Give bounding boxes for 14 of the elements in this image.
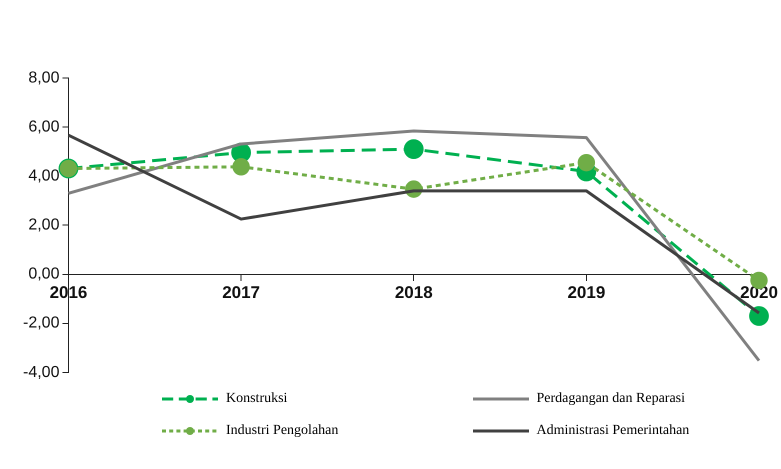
- x-tick-label: 2019: [567, 283, 606, 302]
- y-tick-label: 8,00: [28, 69, 60, 86]
- x-tick-label: 2017: [222, 283, 260, 302]
- y-tick-label: -2,00: [23, 314, 60, 332]
- y-tick-label: -4,00: [23, 364, 60, 381]
- legend-label: Konstruksi: [226, 391, 288, 407]
- y-tick-label: 4,00: [28, 168, 60, 185]
- legend-label: Perdagangan dan Reparasi: [536, 391, 685, 407]
- y-tick-label: 6,00: [28, 118, 60, 136]
- legend-label: Industri Pengolahan: [226, 423, 338, 439]
- y-tick-label: 2,00: [28, 216, 60, 234]
- legend-label: Administrasi Pemerintahan: [536, 423, 690, 439]
- x-tick-label: 2018: [394, 283, 433, 302]
- y-tick-label: 0,00: [28, 266, 60, 283]
